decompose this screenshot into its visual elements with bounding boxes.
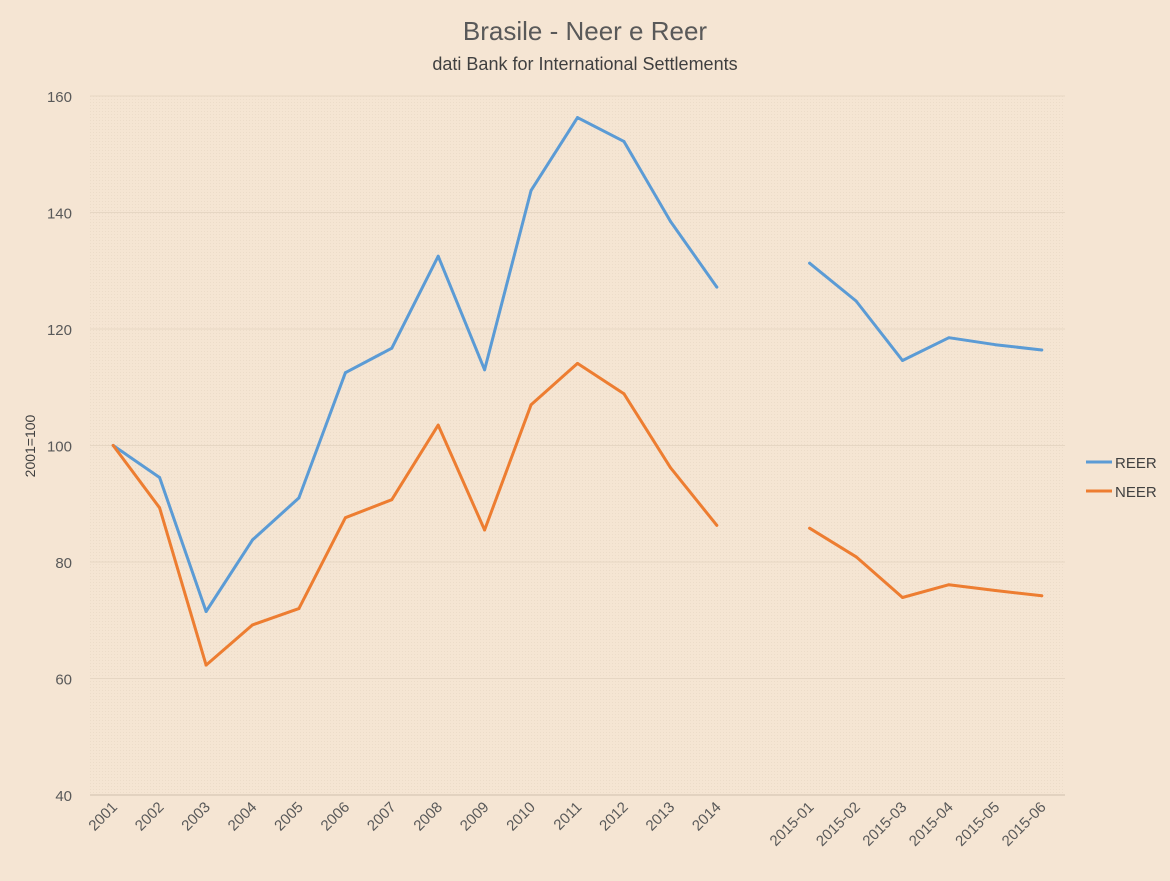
y-tick-label: 60: [55, 672, 72, 689]
data-point-reer: [993, 343, 997, 347]
series-line-neer: [111, 361, 1044, 667]
data-point-reer: [901, 359, 904, 362]
data-point-neer: [901, 596, 904, 599]
series-line-reer: [111, 116, 1044, 613]
y-tick-label: 120: [47, 322, 72, 339]
data-point-reer: [1040, 348, 1044, 352]
y-tick-label: 100: [47, 439, 72, 456]
y-tick-label: 40: [55, 788, 72, 805]
data-point-neer: [251, 623, 254, 627]
data-point-neer: [204, 663, 208, 667]
data-point-reer: [343, 371, 347, 375]
data-point-reer: [715, 285, 719, 289]
y-tick-label: 140: [47, 206, 72, 223]
data-point-reer: [390, 346, 394, 350]
series-lines: [111, 116, 1044, 667]
data-point-neer: [715, 523, 719, 527]
data-point-reer: [436, 254, 440, 258]
data-point-reer: [297, 496, 301, 500]
data-point-neer: [576, 361, 579, 365]
data-point-neer: [111, 444, 115, 447]
data-point-neer: [297, 607, 301, 610]
data-point-neer: [529, 403, 533, 407]
data-point-neer: [622, 392, 626, 396]
legend-neer-label: NEER: [1115, 484, 1157, 501]
data-point-neer: [808, 526, 812, 530]
data-point-reer: [204, 610, 208, 613]
data-point-neer: [993, 589, 997, 592]
data-point-reer: [158, 476, 162, 479]
data-point-reer: [529, 188, 533, 192]
data-point-neer: [343, 516, 347, 520]
chart-subtitle: dati Bank for International Settlements: [432, 54, 737, 74]
data-point-reer: [251, 538, 254, 542]
data-point-reer: [808, 261, 812, 265]
y-tick-label: 160: [47, 89, 72, 106]
data-point-neer: [436, 423, 440, 427]
y-axis-label: 2001=100: [22, 414, 38, 477]
data-point-reer: [622, 140, 626, 143]
data-point-neer: [483, 528, 487, 532]
data-point-reer: [668, 219, 672, 223]
data-point-neer: [1040, 594, 1044, 598]
data-point-reer: [483, 368, 487, 372]
grid-lines: [90, 95, 1065, 796]
data-point-reer: [854, 299, 858, 303]
y-tick-label: 80: [55, 555, 72, 572]
data-point-neer: [390, 498, 394, 502]
data-point-neer: [158, 506, 162, 510]
data-point-neer: [947, 583, 951, 587]
y-axis-tick-labels: 40 60 80 100 120 140 160: [47, 89, 72, 805]
legend: REER NEER: [1086, 455, 1157, 501]
chart-title: Brasile - Neer e Reer: [463, 16, 708, 46]
legend-reer-label: REER: [1115, 455, 1157, 472]
data-point-reer: [576, 116, 579, 119]
data-point-neer: [854, 555, 858, 559]
data-point-neer: [668, 466, 672, 470]
data-point-reer: [947, 336, 951, 340]
